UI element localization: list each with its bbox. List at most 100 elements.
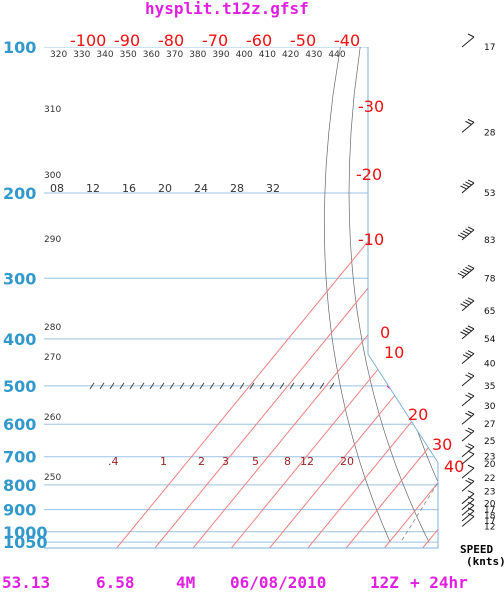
mixing-ratio-label: 1 — [160, 455, 167, 468]
wind-barb-staff — [461, 499, 475, 510]
dry-adiabat-line — [348, 47, 430, 543]
hatch-mark — [119, 382, 125, 390]
wind-speed-label: 17 — [484, 517, 495, 527]
wind-barb-flag — [467, 372, 475, 377]
theta-label: 370 — [166, 50, 183, 60]
temperature-label: -100 — [70, 31, 106, 50]
wind-barb-flag — [457, 272, 465, 277]
wind-barb-staff — [461, 229, 475, 241]
wind-speed-label: 12 — [484, 522, 495, 532]
mixing-ratio-label: 24 — [194, 182, 208, 195]
wind-barb-flag — [467, 118, 475, 123]
temperature-label: 0 — [380, 323, 390, 342]
footer-hour: 12Z — [370, 573, 399, 592]
isotherm-line — [269, 47, 438, 548]
pressure-label: 900 — [3, 501, 36, 520]
footer-station: 4M — [176, 573, 195, 592]
hatch-mark — [219, 382, 225, 390]
wind-barb-staff — [461, 480, 475, 492]
axis-labels: 10020030040050060070080090010001050-100-… — [3, 31, 464, 552]
mixing-ratio-label: 8 — [284, 455, 291, 468]
wind-barb-staff — [461, 467, 475, 479]
wind-speed-label: 53 — [484, 189, 495, 199]
mixing-ratio-label: .4 — [108, 455, 119, 468]
hatch-mark — [199, 382, 205, 390]
wind-barb-flag — [462, 329, 470, 334]
wind-barb-staff — [461, 353, 475, 365]
wind-barb-flag — [460, 185, 467, 190]
wind-speed-label: 25 — [484, 437, 495, 447]
wind-barb-flag — [460, 270, 467, 275]
wind-speed-label: 65 — [484, 307, 495, 317]
wind-barb-flag — [462, 301, 470, 306]
hatch-mark — [209, 382, 215, 390]
theta-label: 410 — [259, 50, 276, 60]
isotherm-line — [154, 47, 438, 548]
wind-barb-staff — [461, 267, 475, 279]
hatch-mark — [299, 382, 305, 390]
hatch-mark — [159, 382, 165, 390]
wind-barb-flag — [465, 120, 472, 125]
wind-barb-flag — [465, 352, 472, 357]
wind-barb-flag — [462, 230, 470, 235]
theta-label: 360 — [143, 50, 160, 60]
mixing-ratio-line — [400, 423, 438, 543]
profiles — [89, 382, 438, 533]
dry-adiabat-line — [324, 47, 391, 543]
wind-barb-flag — [462, 354, 470, 359]
temperature-label: -40 — [334, 31, 360, 50]
wind-speed-label: 54 — [484, 335, 496, 345]
wind-barb-flag — [465, 394, 472, 399]
pressure-label: 1050 — [3, 533, 48, 552]
hatch-mark — [309, 382, 315, 390]
plot-boundary — [44, 47, 439, 549]
hatch-mark — [229, 382, 235, 390]
hatch-mark — [249, 382, 255, 390]
theta-label: 260 — [44, 413, 61, 423]
mixing-ratio-label: 5 — [252, 455, 259, 468]
hatch-mark — [239, 382, 245, 390]
hatch-mark — [319, 382, 325, 390]
wind-barb-staff — [461, 121, 475, 133]
wind-barb-flag — [467, 297, 475, 302]
temperature-label: 40 — [444, 457, 464, 476]
wind-speed-label: 17 — [484, 506, 495, 516]
dry-adiabat-line — [499, 47, 504, 542]
wind-barb-flag — [465, 181, 472, 186]
wind-barb-flag — [467, 513, 475, 517]
temperature-label: 10 — [384, 343, 404, 362]
wind-speed-label: 78 — [484, 274, 496, 284]
temperature-label: -50 — [290, 31, 316, 50]
wind-barb-flag — [467, 350, 475, 355]
wind-barb-flag — [465, 327, 472, 332]
hatch-mark — [129, 382, 135, 390]
wind-speed-label: 18 — [484, 511, 496, 521]
theta-label: 290 — [44, 235, 61, 245]
wind-barb-flag — [467, 392, 475, 397]
wind-barb-flag — [467, 264, 475, 269]
hatch-mark — [169, 382, 175, 390]
pressure-label: 400 — [3, 330, 36, 349]
wind-barb-flag — [460, 232, 467, 237]
hatch-mark — [109, 382, 115, 390]
wind-speed-label: 23 — [484, 453, 495, 463]
hatch-mark — [89, 382, 95, 390]
theta-label: 320 — [50, 50, 67, 60]
wind-barb-flag — [467, 490, 475, 495]
wind-barb-flag — [467, 477, 475, 482]
mixing-ratio-label: 12 — [86, 182, 100, 195]
wind-barb-flag — [462, 183, 470, 188]
wind-barb-flag — [467, 496, 475, 501]
mixing-ratio-label: 12 — [300, 455, 314, 468]
mixing-ratio-label: 08 — [50, 182, 64, 195]
wind-barb-flag — [465, 228, 472, 233]
mixing-ratio-label: 16 — [122, 182, 136, 195]
pressure-label: 200 — [3, 184, 36, 203]
wind-speed-label: 20 — [484, 460, 496, 470]
temperature-label: -30 — [358, 97, 384, 116]
diagram-grid — [44, 47, 504, 548]
mixing-ratio-label: 20 — [158, 182, 172, 195]
footer-forecast: + 24hr — [410, 573, 468, 592]
wind-barb-staff — [461, 328, 475, 340]
